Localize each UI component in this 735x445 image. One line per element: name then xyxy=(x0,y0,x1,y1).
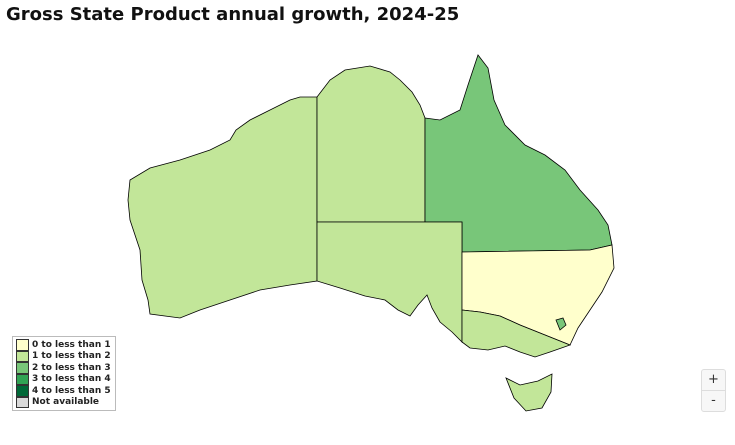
legend-label: 3 to less than 4 xyxy=(32,374,111,385)
region-act[interactable] xyxy=(555,317,567,331)
legend-label: 0 to less than 1 xyxy=(32,339,111,350)
legend-label: 4 to less than 5 xyxy=(32,385,111,396)
legend-item: 0 to less than 1 xyxy=(16,339,111,351)
region-tas[interactable] xyxy=(505,373,553,412)
region-sa[interactable] xyxy=(316,221,463,343)
zoom-in-button[interactable]: + xyxy=(708,372,719,387)
legend-label: 2 to less than 3 xyxy=(32,362,111,373)
region-nt[interactable] xyxy=(316,65,426,223)
legend-label: 1 to less than 2 xyxy=(32,351,111,362)
legend-swatch xyxy=(16,373,29,385)
legend-item: 1 to less than 2 xyxy=(16,350,111,362)
legend-swatch xyxy=(16,350,29,362)
map-title: Gross State Product annual growth, 2024-… xyxy=(6,4,460,25)
legend-swatch xyxy=(16,339,29,351)
zoom-out-button[interactable]: - xyxy=(702,390,725,411)
map-legend: 0 to less than 1 1 to less than 2 2 to l… xyxy=(12,336,116,411)
legend-item: 3 to less than 4 xyxy=(16,373,111,385)
legend-swatch xyxy=(16,396,29,408)
region-wa[interactable] xyxy=(127,96,318,319)
region-vic[interactable] xyxy=(461,309,572,358)
legend-item: Not available xyxy=(16,396,111,408)
legend-swatch xyxy=(16,362,29,374)
legend-item: 4 to less than 5 xyxy=(16,385,111,397)
legend-swatch xyxy=(16,385,29,397)
zoom-control: + - xyxy=(701,369,726,412)
legend-label: Not available xyxy=(32,397,100,408)
legend-item: 2 to less than 3 xyxy=(16,362,111,374)
